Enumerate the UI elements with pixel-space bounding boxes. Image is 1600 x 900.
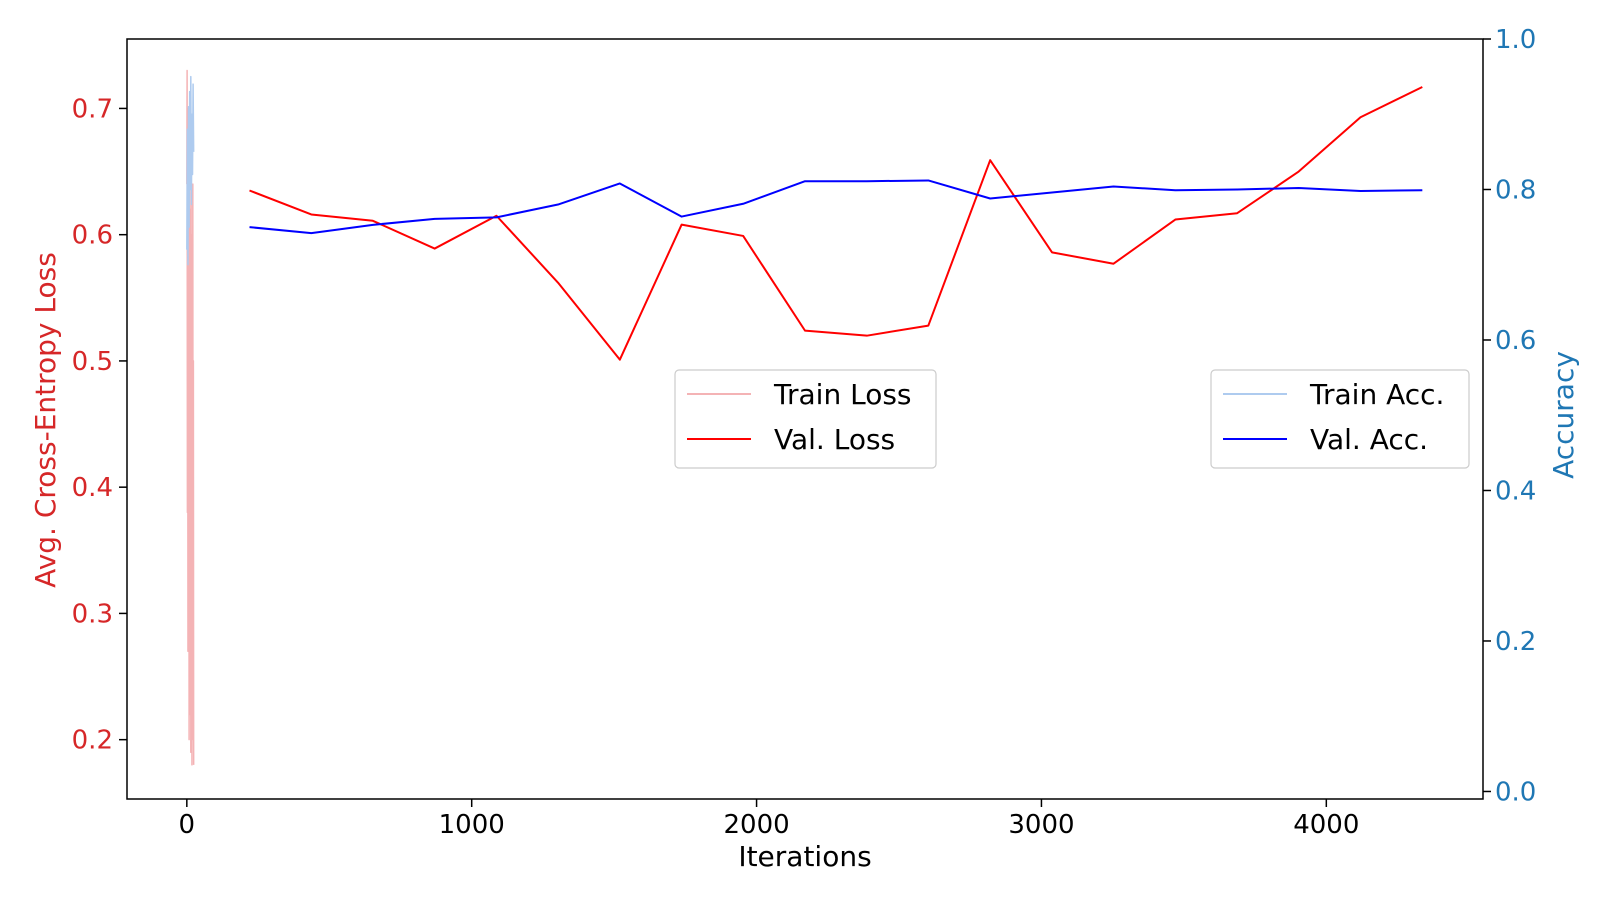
y-right-tick-label: 0.2	[1495, 627, 1536, 657]
plot-lines	[186, 69, 1423, 766]
y-axis-left: 0.2 0.3 0.4 0.5 0.6 0.7	[72, 94, 127, 756]
series-line-train-loss	[186, 69, 195, 766]
y-left-tick-label: 0.4	[72, 473, 113, 503]
x-tick-label: 2000	[723, 810, 789, 840]
series-line-val-acc	[249, 179, 1423, 235]
x-tick-label: 0	[179, 810, 196, 840]
x-axis-title: Iterations	[738, 840, 871, 873]
y-axis-right: 0.0 0.2 0.4 0.6 0.8 1.0	[1483, 25, 1536, 807]
y-right-tick-label: 0.8	[1495, 175, 1536, 205]
series-line-train-acc	[186, 75, 195, 266]
y-right-tick-label: 0.4	[1495, 476, 1536, 506]
y-left-tick-label: 0.6	[72, 221, 113, 251]
legend-train-acc-label: Train Acc.	[1309, 378, 1444, 411]
y-right-tick-label: 0.6	[1495, 326, 1536, 356]
y-left-tick-label: 0.3	[72, 599, 113, 629]
x-tick-label: 4000	[1293, 810, 1359, 840]
y-left-tick-label: 0.2	[72, 726, 113, 756]
plot-frame	[126, 38, 1484, 800]
x-tick-label: 3000	[1008, 810, 1074, 840]
y-right-tick-label: 0.0	[1495, 777, 1536, 807]
y-right-tick-label: 1.0	[1495, 25, 1536, 55]
legend-accuracy: Train Acc. Val. Acc.	[1210, 369, 1470, 469]
y-left-tick-label: 0.5	[72, 347, 113, 377]
legend-val-loss-label: Val. Loss	[774, 423, 895, 456]
legend-loss: Train Loss Val. Loss	[674, 369, 937, 469]
legend-train-loss-label: Train Loss	[773, 378, 912, 411]
y-axis-right-title: Accuracy	[1547, 351, 1580, 479]
series-line-val-loss	[249, 86, 1423, 361]
y-axis-left-title: Avg. Cross-Entropy Loss	[29, 252, 62, 588]
legend-val-acc-label: Val. Acc.	[1310, 423, 1428, 456]
x-axis: 0 1000 2000 3000 4000	[179, 799, 1359, 840]
y-left-tick-label: 0.7	[72, 94, 113, 124]
x-tick-label: 1000	[439, 810, 505, 840]
